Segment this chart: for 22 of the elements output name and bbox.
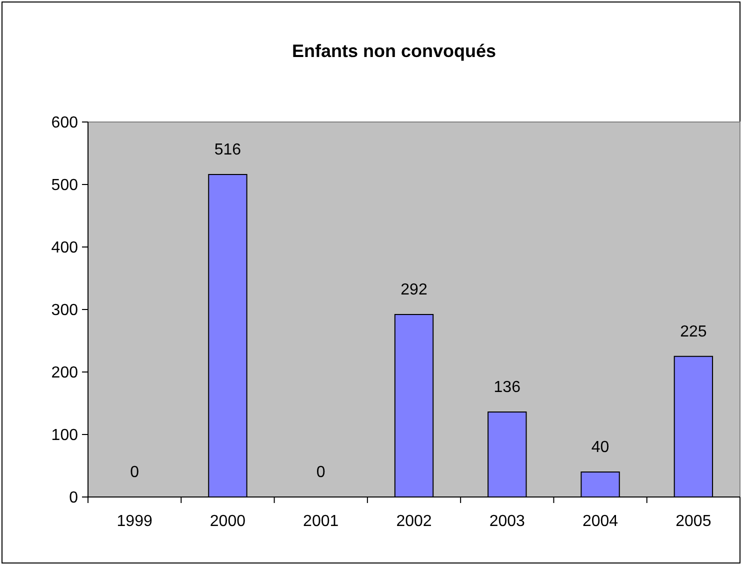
data-label: 136 — [494, 379, 521, 396]
chart-title: Enfants non convoqués — [292, 41, 496, 61]
y-tick-label: 300 — [51, 302, 78, 320]
data-label: 0 — [130, 464, 140, 481]
y-tick-label: 600 — [51, 114, 78, 132]
y-tick-label: 100 — [51, 427, 78, 444]
y-tick-label: 400 — [51, 240, 78, 257]
y-tick-label: 200 — [51, 364, 78, 382]
data-label: 225 — [680, 323, 707, 340]
x-tick-label: 2000 — [210, 513, 246, 530]
x-tick-label: 1999 — [116, 513, 152, 530]
x-tick-label: 2003 — [489, 513, 526, 530]
y-tick-label: 500 — [51, 177, 78, 194]
data-label: 0 — [316, 464, 326, 481]
x-tick-label: 2002 — [396, 513, 432, 530]
data-label: 516 — [214, 142, 242, 158]
data-label: 292 — [400, 282, 428, 298]
y-tick-label: 0 — [69, 490, 78, 507]
x-tick-label: 2001 — [303, 513, 339, 530]
x-tick-label: 2005 — [676, 513, 712, 530]
x-tick-label: 2004 — [582, 513, 618, 530]
data-label: 40 — [591, 439, 610, 456]
